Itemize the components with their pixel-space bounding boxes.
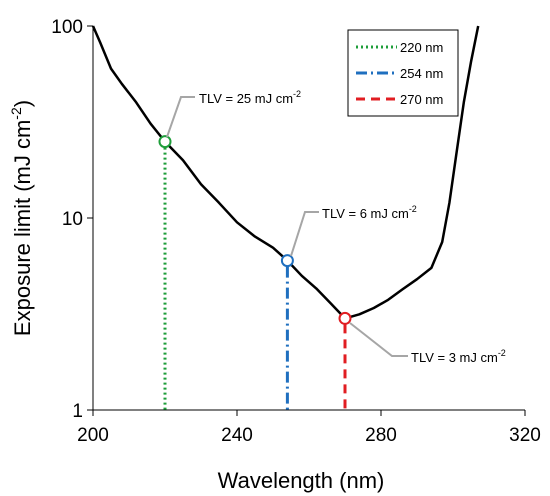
callout-leader-220 — [166, 96, 195, 138]
callout-leader-270 — [349, 322, 408, 357]
callout-label-270: TLV = 3 mJ cm-2 — [411, 348, 506, 365]
legend-label-270: 270 nm — [400, 92, 443, 107]
x-axis-label: Wavelength (nm) — [218, 468, 385, 493]
y-tick-label-100: 100 — [51, 17, 83, 38]
y-axis-label: Exposure limit (mJ cm-2) — [8, 100, 35, 336]
y-tick-label-10: 10 — [62, 209, 83, 230]
point-254 — [280, 254, 294, 268]
callout-270: TLV = 3 mJ cm-2 — [349, 322, 506, 365]
point-270 — [338, 311, 352, 325]
legend: 220 nm 254 nm 270 nm — [347, 29, 459, 117]
legend-item-270: 270 nm — [356, 92, 443, 107]
y-axis-label-sup: -2 — [8, 107, 24, 120]
legend-item-220: 220 nm — [356, 40, 443, 55]
callout-220: TLV = 25 mJ cm-2 — [166, 89, 301, 138]
y-tick-label-1: 1 — [72, 401, 83, 422]
y-axis-label-main: Exposure limit (mJ cm — [10, 120, 35, 336]
callout-label-220: TLV = 25 mJ cm-2 — [199, 89, 301, 106]
callout-leader-254 — [290, 211, 319, 257]
point-220 — [158, 135, 172, 149]
legend-item-254: 254 nm — [356, 66, 443, 81]
callout-254: TLV = 6 mJ cm-2 — [290, 204, 417, 257]
exposure-limit-curve — [91, 25, 480, 320]
legend-label-254: 254 nm — [400, 66, 443, 81]
y-axis-label-close: ) — [10, 100, 35, 107]
callout-label-254: TLV = 6 mJ cm-2 — [322, 204, 417, 221]
x-tick-label-240: 240 — [221, 425, 253, 446]
x-tick-label-280: 280 — [365, 425, 397, 446]
x-tick-label-320: 320 — [509, 425, 541, 446]
plot-area: 200 240 280 320 1 10 100 — [51, 17, 541, 446]
x-tick-label-200: 200 — [77, 425, 109, 446]
legend-label-220: 220 nm — [400, 40, 443, 55]
